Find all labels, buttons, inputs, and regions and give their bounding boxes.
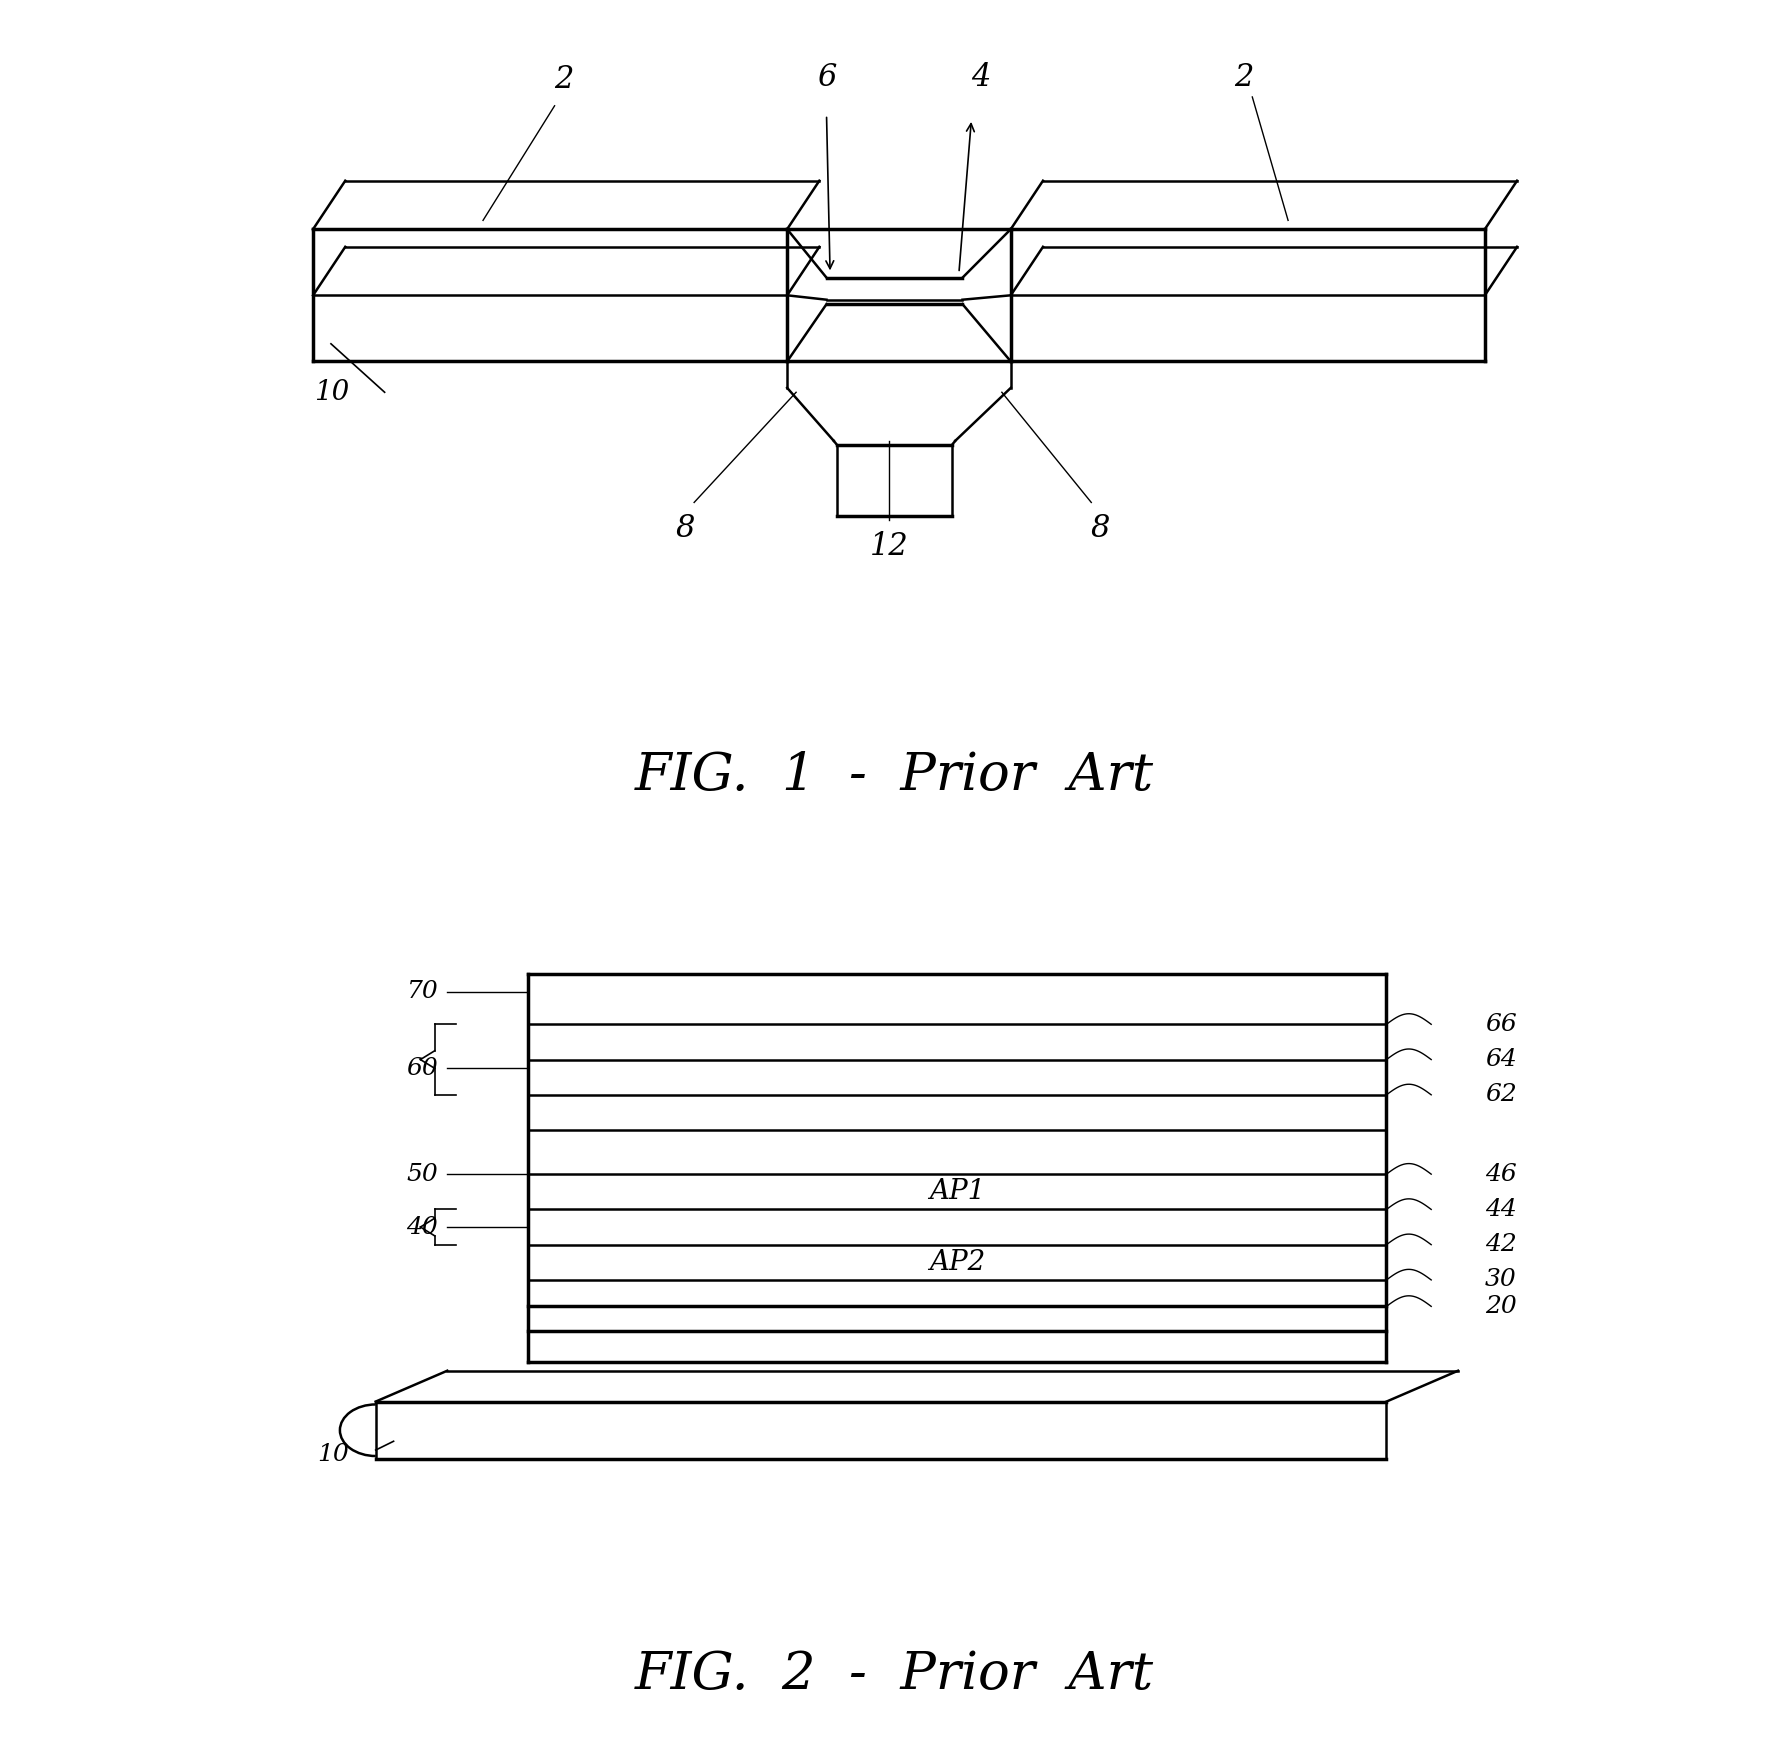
Text: 12: 12 <box>869 531 909 562</box>
Text: 20: 20 <box>1485 1294 1517 1319</box>
Text: 10: 10 <box>317 1442 349 1467</box>
Text: AP2: AP2 <box>928 1248 986 1276</box>
Text: 64: 64 <box>1485 1047 1517 1072</box>
Text: 2: 2 <box>555 63 572 95</box>
Text: FIG.  2  -  Prior  Art: FIG. 2 - Prior Art <box>635 1650 1154 1700</box>
Text: 2: 2 <box>1234 62 1252 92</box>
Text: 46: 46 <box>1485 1162 1517 1186</box>
Text: AP1: AP1 <box>928 1178 986 1206</box>
Text: 70: 70 <box>406 980 438 1003</box>
Text: 62: 62 <box>1485 1082 1517 1107</box>
Text: 6: 6 <box>818 62 835 92</box>
Text: 8: 8 <box>1091 513 1109 545</box>
Text: 8: 8 <box>676 513 694 545</box>
Text: FIG.  1  -  Prior  Art: FIG. 1 - Prior Art <box>635 751 1154 800</box>
Text: 66: 66 <box>1485 1012 1517 1037</box>
Text: 42: 42 <box>1485 1232 1517 1257</box>
Text: 30: 30 <box>1485 1268 1517 1292</box>
Text: 44: 44 <box>1485 1197 1517 1222</box>
Text: 40: 40 <box>406 1215 438 1239</box>
Text: 50: 50 <box>406 1162 438 1186</box>
Text: 4: 4 <box>971 62 989 92</box>
Text: 10: 10 <box>313 379 349 405</box>
Text: 60: 60 <box>406 1056 438 1081</box>
